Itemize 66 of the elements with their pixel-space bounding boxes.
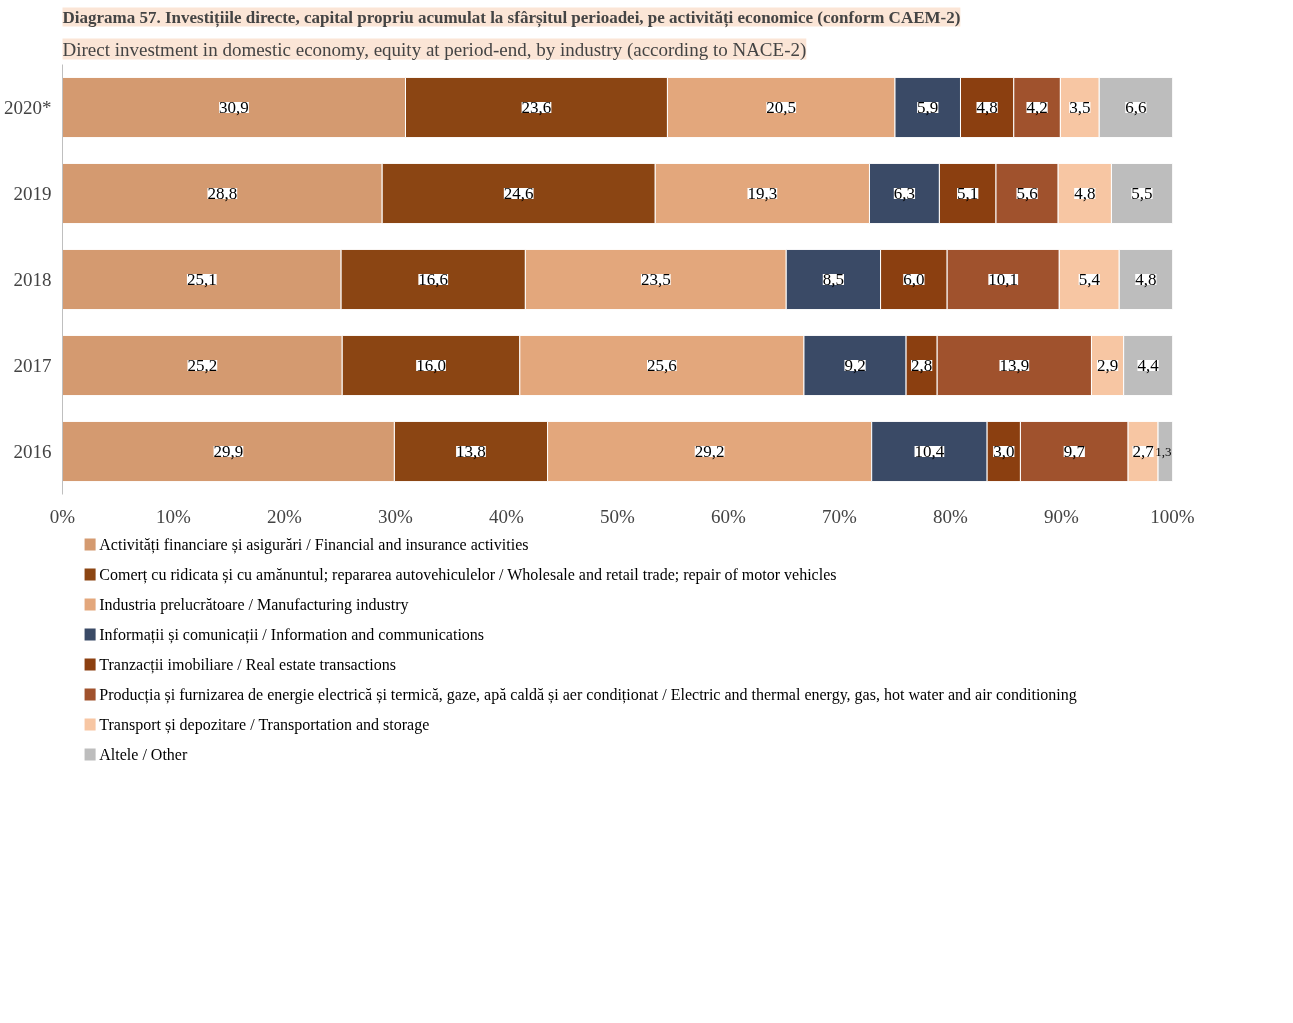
y-tick-label: 2019: [13, 183, 52, 204]
data-label: 6,3: [893, 184, 916, 203]
chart-title: Diagrama 57. Investițiile directe, capital propriu acumulat la sfârșitul perioadei, pe activități economice (conform CAEM-2): [62, 7, 961, 28]
x-tick-label: 50%: [600, 505, 636, 527]
chart-subtitle: Direct investment in domestic economy, equity at period-end, by industry (according to NACE-2): [62, 38, 807, 61]
x-tick-label: 20%: [267, 505, 303, 527]
data-label: 23,5: [640, 270, 671, 289]
legend-label: Tranzacții imobiliare / Real estate transactions: [99, 656, 396, 674]
x-tick-label: 0%: [49, 505, 76, 527]
legend-label: Industria prelucrătoare / Manufacturing industry: [99, 596, 409, 614]
data-label: 8,5: [822, 270, 845, 289]
legend-label: Altele / Other: [99, 746, 188, 763]
data-label: 25,1: [186, 270, 217, 289]
data-label: 6,6: [1125, 98, 1147, 117]
x-tick-label: 60%: [711, 505, 747, 527]
legend-label: Producția și furnizarea de energie electrică și termică, gaze, apă caldă și aer condiționat / Electric and thermal energy, gas, hot water and air conditioning: [99, 686, 1077, 704]
legend-label: Informații și comunicații / Information and communications: [99, 626, 485, 644]
data-label: 10,4: [914, 442, 945, 461]
legend-label: Comerț cu ridicata și cu amănuntul; repararea autovehiculelor / Wholesale and retail trade; repair of motor vehicles: [99, 566, 837, 584]
data-label: 20,5: [766, 98, 797, 117]
data-label: 1,3: [1155, 443, 1172, 459]
data-label: 5,1: [957, 184, 979, 203]
data-label: 3,0: [993, 442, 1015, 461]
y-tick-label: 2017: [13, 355, 52, 376]
data-label: 4,4: [1137, 356, 1160, 375]
data-label: 28,8: [207, 184, 238, 203]
data-label: 5,5: [1131, 184, 1153, 203]
data-label: 4,8: [976, 98, 998, 117]
data-label: 13,9: [999, 356, 1030, 375]
data-label: 10,1: [988, 270, 1019, 289]
data-label: 9,2: [844, 356, 866, 375]
data-label: 9,7: [1063, 442, 1086, 461]
data-label: 25,6: [647, 356, 677, 375]
x-tick-label: 10%: [156, 505, 192, 527]
data-label: 16,6: [418, 270, 449, 289]
data-label: 30,9: [219, 98, 249, 117]
data-label: 3,5: [1069, 98, 1091, 117]
data-label: 5,9: [917, 98, 939, 117]
data-label: 5,6: [1016, 184, 1038, 203]
data-label: 6,0: [903, 270, 925, 289]
data-label: 2,8: [911, 356, 933, 375]
x-tick-label: 80%: [933, 505, 969, 527]
legend-label: Activități financiare și asigurări / Financial and insurance activities: [99, 536, 529, 554]
data-label: 24,6: [503, 184, 534, 203]
y-tick-label: 2018: [13, 269, 52, 290]
data-label: 16,0: [416, 356, 446, 375]
data-label: 2,9: [1096, 356, 1119, 375]
data-label: 2,7: [1132, 442, 1155, 461]
y-tick-label: 2016: [13, 441, 52, 462]
data-label: 4,2: [1026, 98, 1048, 117]
data-label: 19,3: [747, 184, 778, 203]
data-label: 4,8: [1074, 184, 1096, 203]
data-label: 29,2: [694, 442, 725, 461]
data-label: 25,2: [187, 356, 218, 375]
y-tick-label: 2020*: [4, 97, 52, 118]
data-label: 4,8: [1135, 270, 1157, 289]
legend-label: Transport și depozitare / Transportation and storage: [99, 716, 430, 734]
x-tick-label: 90%: [1044, 505, 1080, 527]
data-label: 5,4: [1078, 270, 1101, 289]
x-tick-label: 100%: [1150, 505, 1195, 527]
x-tick-label: 30%: [378, 505, 414, 527]
x-tick-label: 40%: [489, 505, 525, 527]
data-label: 29,9: [213, 442, 244, 461]
data-label: 23,6: [521, 98, 552, 117]
data-label: 13,8: [456, 442, 486, 461]
x-tick-label: 70%: [822, 505, 858, 527]
